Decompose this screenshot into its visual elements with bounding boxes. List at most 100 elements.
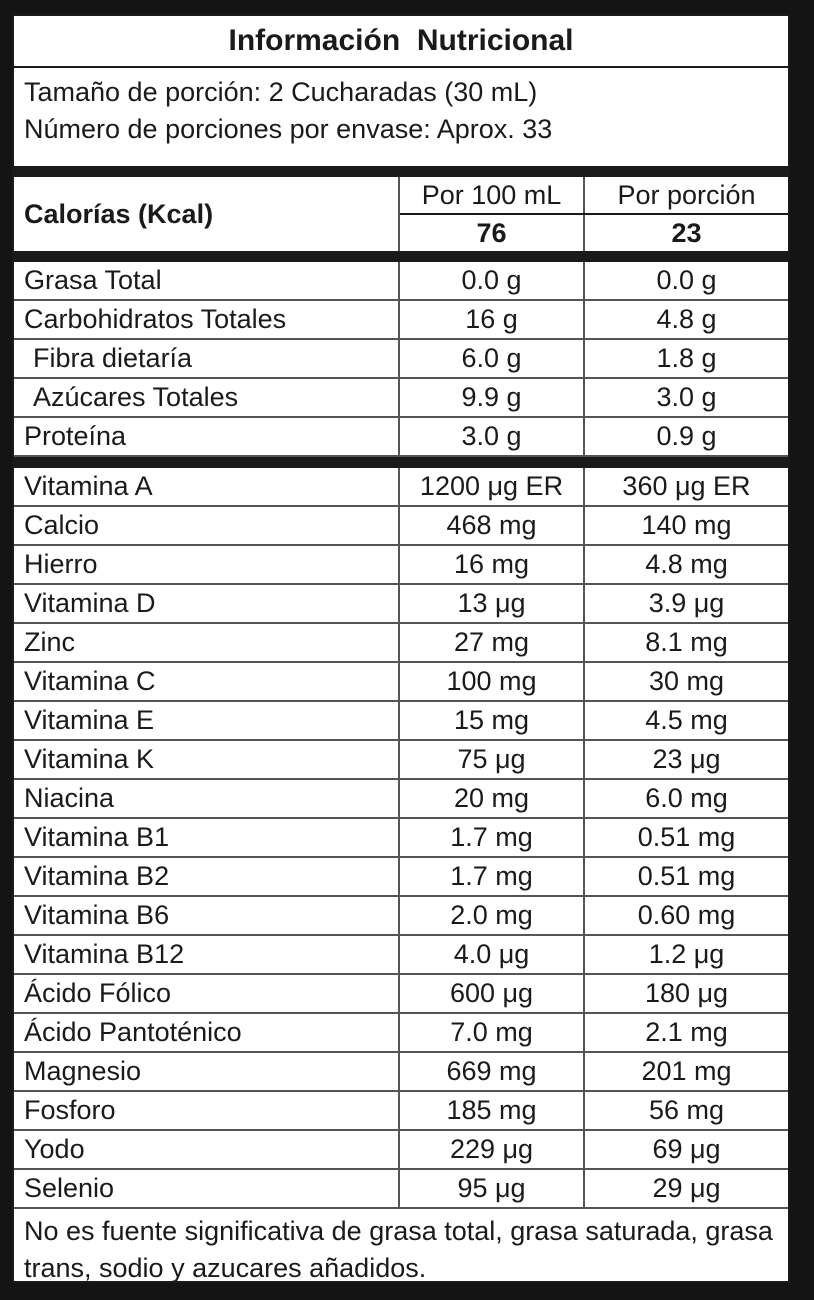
nutrient-name: Selenio: [14, 1169, 400, 1209]
nutrient-row: Vitamina E 15 mg 4.5 mg: [14, 701, 788, 741]
nutrient-row: Vitamina B6 2.0 mg 0.60 mg: [14, 896, 788, 936]
nutrient-row: Vitamina B2 1.7 mg 0.51 mg: [14, 857, 788, 897]
nutrient-row: Ácido Pantoténico 7.0 mg 2.1 mg: [14, 1013, 788, 1053]
value-per-serving: 0.51 mg: [584, 818, 788, 858]
value-per-serving: 69 μg: [584, 1130, 788, 1170]
value-per-100ml: 20 mg: [399, 779, 585, 819]
nutrient-name: Ácido Fólico: [14, 974, 400, 1014]
value-per-serving: 1.2 μg: [584, 935, 788, 975]
nutrient-name: Vitamina E: [14, 701, 400, 741]
calories-per-serving: 23: [671, 217, 702, 248]
value-per-100ml: 7.0 mg: [399, 1013, 585, 1053]
nutrient-name: Vitamina D: [14, 584, 400, 624]
column-header-per-100ml: Por 100 mL: [399, 177, 585, 215]
label-title: Información Nutricional: [14, 16, 788, 68]
value-per-serving: 2.1 mg: [584, 1013, 788, 1053]
nutrient-row: Hierro 16 mg 4.8 mg: [14, 545, 788, 585]
macronutrients-table: Grasa Total 0.0 g 0.0 g Carbohidratos Total…: [14, 262, 788, 457]
nutrient-row: Vitamina B12 4.0 μg 1.2 μg: [14, 935, 788, 975]
value-per-100ml: 13 μg: [399, 584, 585, 624]
nutrient-name: Vitamina C: [14, 662, 400, 702]
value-per-serving: 4.8 mg: [584, 545, 788, 585]
value-per-serving: 3.9 μg: [584, 584, 788, 624]
value-per-100ml: 0.0 g: [399, 262, 585, 301]
value-per-serving: 1.8 g: [584, 339, 788, 379]
nutrient-name: Vitamina B2: [14, 857, 400, 897]
calories-label: Calorías (Kcal): [14, 177, 400, 251]
value-per-serving: 0.60 mg: [584, 896, 788, 936]
value-per-serving: 29 μg: [584, 1169, 788, 1209]
value-per-100ml: 600 μg: [399, 974, 585, 1014]
nutrient-row: Niacina 20 mg 6.0 mg: [14, 779, 788, 819]
servings-per-container: Número de porciones por envase: Aprox. 3…: [24, 114, 553, 144]
nutrient-row: Grasa Total 0.0 g 0.0 g: [14, 262, 788, 301]
nutrient-row: Fibra dietaría 6.0 g 1.8 g: [14, 339, 788, 379]
nutrient-row: Vitamina B1 1.7 mg 0.51 mg: [14, 818, 788, 858]
nutrient-name: Vitamina B1: [14, 818, 400, 858]
nutrient-row: Selenio 95 μg 29 μg: [14, 1169, 788, 1209]
value-per-100ml: 1.7 mg: [399, 818, 585, 858]
value-per-100ml: 100 mg: [399, 662, 585, 702]
nutrient-row: Vitamina D 13 μg 3.9 μg: [14, 584, 788, 624]
value-per-100ml: 185 mg: [399, 1091, 585, 1131]
value-per-100ml: 16 mg: [399, 545, 585, 585]
value-per-100ml: 75 μg: [399, 740, 585, 780]
thick-divider: [14, 166, 788, 177]
value-per-serving: 56 mg: [584, 1091, 788, 1131]
nutrient-name: Vitamina K: [14, 740, 400, 780]
calories-per-100ml: 76: [399, 214, 585, 251]
nutrient-name: Calcio: [14, 506, 400, 546]
thick-divider: [14, 457, 788, 468]
nutrition-facts-label: Información Nutricional Tamaño de porció…: [12, 14, 790, 1283]
value-per-serving: 6.0 mg: [584, 779, 788, 819]
value-per-serving: 3.0 g: [584, 378, 788, 418]
value-per-100ml: 2.0 mg: [399, 896, 585, 936]
nutrient-name: Carbohidratos Totales: [14, 300, 400, 340]
nutrient-name: Yodo: [14, 1130, 400, 1170]
nutrient-row: Vitamina K 75 μg 23 μg: [14, 740, 788, 780]
value-per-100ml: 468 mg: [399, 506, 585, 546]
value-per-serving: 8.1 mg: [584, 623, 788, 663]
nutrient-name: Grasa Total: [14, 262, 400, 301]
calories-table: Calorías (Kcal) Por 100 mL Por porción 7…: [14, 177, 788, 251]
nutrient-row: Calcio 468 mg 140 mg: [14, 506, 788, 546]
value-per-serving: 30 mg: [584, 662, 788, 702]
value-per-serving: 4.5 mg: [584, 701, 788, 741]
footnote: No es fuente significativa de grasa tota…: [24, 1216, 773, 1283]
value-per-serving: 140 mg: [584, 506, 788, 546]
value-per-serving: 4.8 g: [584, 300, 788, 340]
nutrient-name: Azúcares Totales: [14, 378, 400, 418]
value-per-serving: 0.51 mg: [584, 857, 788, 897]
value-per-100ml: 3.0 g: [399, 417, 585, 457]
value-per-serving: 360 μg ER: [584, 468, 788, 507]
nutrient-name: Zinc: [14, 623, 400, 663]
nutrient-row: Azúcares Totales 9.9 g 3.0 g: [14, 378, 788, 418]
value-per-100ml: 95 μg: [399, 1169, 585, 1209]
value-per-100ml: 15 mg: [399, 701, 585, 741]
nutrient-name: Hierro: [14, 545, 400, 585]
value-per-100ml: 229 μg: [399, 1130, 585, 1170]
nutrient-row: Fosforo 185 mg 56 mg: [14, 1091, 788, 1131]
nutrient-name: Fibra dietaría: [14, 339, 400, 379]
value-per-serving: 0.0 g: [584, 262, 788, 301]
value-per-100ml: 9.9 g: [399, 378, 585, 418]
thick-divider: [14, 251, 788, 262]
value-per-serving: 180 μg: [584, 974, 788, 1014]
micronutrients-table: Vitamina A 1200 μg ER 360 μg ER Calcio 468 m…: [14, 468, 788, 1209]
nutrient-row: Vitamina A 1200 μg ER 360 μg ER: [14, 468, 788, 507]
value-per-100ml: 16 g: [399, 300, 585, 340]
nutrient-row: Magnesio 669 mg 201 mg: [14, 1052, 788, 1092]
nutrient-row: Zinc 27 mg 8.1 mg: [14, 623, 788, 663]
value-per-100ml: 6.0 g: [399, 339, 585, 379]
value-per-100ml: 1.7 mg: [399, 857, 585, 897]
nutrient-name: Magnesio: [14, 1052, 400, 1092]
nutrient-row: Yodo 229 μg 69 μg: [14, 1130, 788, 1170]
value-per-serving: 23 μg: [584, 740, 788, 780]
nutrient-name: Vitamina B12: [14, 935, 400, 975]
value-per-100ml: 27 mg: [399, 623, 585, 663]
nutrient-row: Carbohidratos Totales 16 g 4.8 g: [14, 300, 788, 340]
nutrient-name: Vitamina A: [14, 468, 400, 507]
value-per-serving: 201 mg: [584, 1052, 788, 1092]
serving-info: Tamaño de porción: 2 Cucharadas (30 mL) …: [14, 68, 788, 148]
nutrient-name: Vitamina B6: [14, 896, 400, 936]
